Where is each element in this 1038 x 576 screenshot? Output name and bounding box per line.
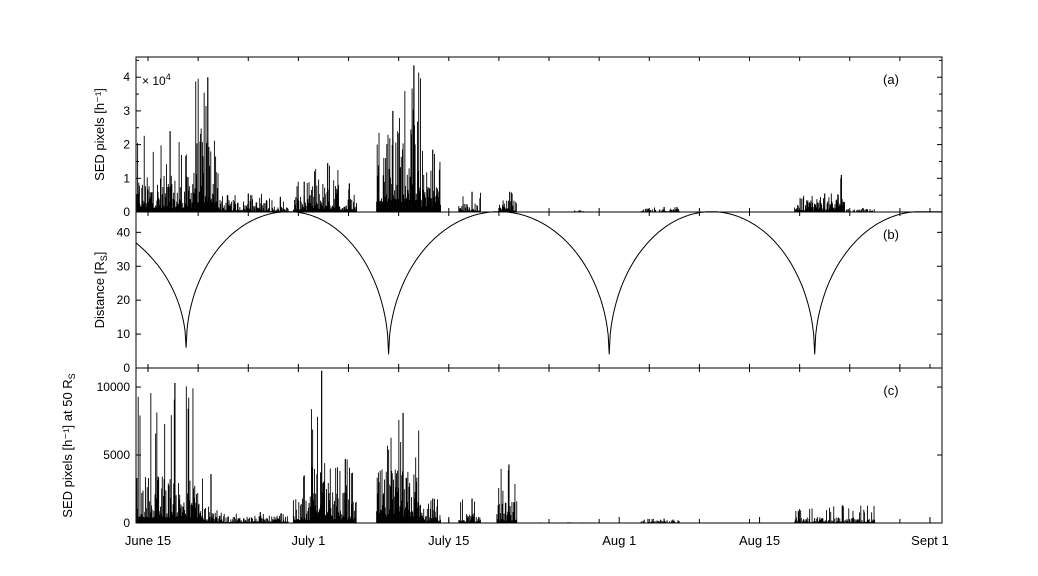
- y-tick-label: 30: [117, 259, 131, 273]
- y-tick-label: 10000: [97, 380, 131, 394]
- y-tick-label: 3: [123, 104, 130, 118]
- ylabel-sub: S: [67, 373, 77, 379]
- x-tick-label: July 15: [428, 533, 469, 548]
- y-tick-label: 0: [123, 516, 130, 530]
- x-tick-label: Sept 1: [911, 533, 949, 548]
- y-tick-label: 5000: [103, 448, 130, 462]
- ylabel-sub: S: [99, 255, 109, 261]
- y-scale-factor: × 104: [142, 72, 171, 88]
- distance-line: [135, 211, 942, 355]
- y-tick-label: 4: [123, 70, 130, 84]
- x-tick-label: Aug 1: [602, 533, 636, 548]
- scale-base: × 10: [142, 74, 166, 88]
- x-tick-label: June 15: [125, 533, 171, 548]
- y-axis-label: SED pixels [h⁻¹] at 50 RS: [60, 373, 77, 517]
- y-tick-label: 1: [123, 171, 130, 185]
- bars: [136, 370, 876, 523]
- y-tick-label: 2: [123, 138, 130, 152]
- panel-label: (b): [883, 227, 899, 242]
- y-tick-label: 0: [123, 205, 130, 219]
- x-tick-label: Aug 15: [739, 533, 780, 548]
- ylabel-main: SED pixels [h⁻¹] at 50 R: [60, 379, 75, 517]
- axes-frame: [135, 56, 943, 213]
- ylabel-main: Distance [R: [92, 261, 107, 328]
- panel-1: 0 10 20 30 40 (b) Distance [RS]: [92, 211, 943, 375]
- axes-frame: [135, 211, 943, 369]
- axes-frame: [135, 367, 943, 524]
- y-tick-label: 40: [117, 225, 131, 239]
- panel-label: (c): [883, 383, 898, 398]
- y-tick-label: 10: [117, 327, 131, 341]
- scale-exponent: 4: [166, 72, 171, 82]
- bars: [136, 65, 875, 212]
- y-axis-label: Distance [RS]: [92, 252, 109, 329]
- y-tick-label: 0: [123, 361, 130, 375]
- x-tick-label: July 1: [291, 533, 325, 548]
- y-axis-label: SED pixels [h⁻¹]: [92, 88, 107, 181]
- ylabel-close: ]: [92, 252, 107, 256]
- panel-2: 0 5000 10000 (c) SED pixels [h⁻¹] at 50 RS Ju…: [60, 367, 949, 548]
- panel-label: (a): [883, 72, 899, 87]
- y-tick-label: 20: [117, 293, 131, 307]
